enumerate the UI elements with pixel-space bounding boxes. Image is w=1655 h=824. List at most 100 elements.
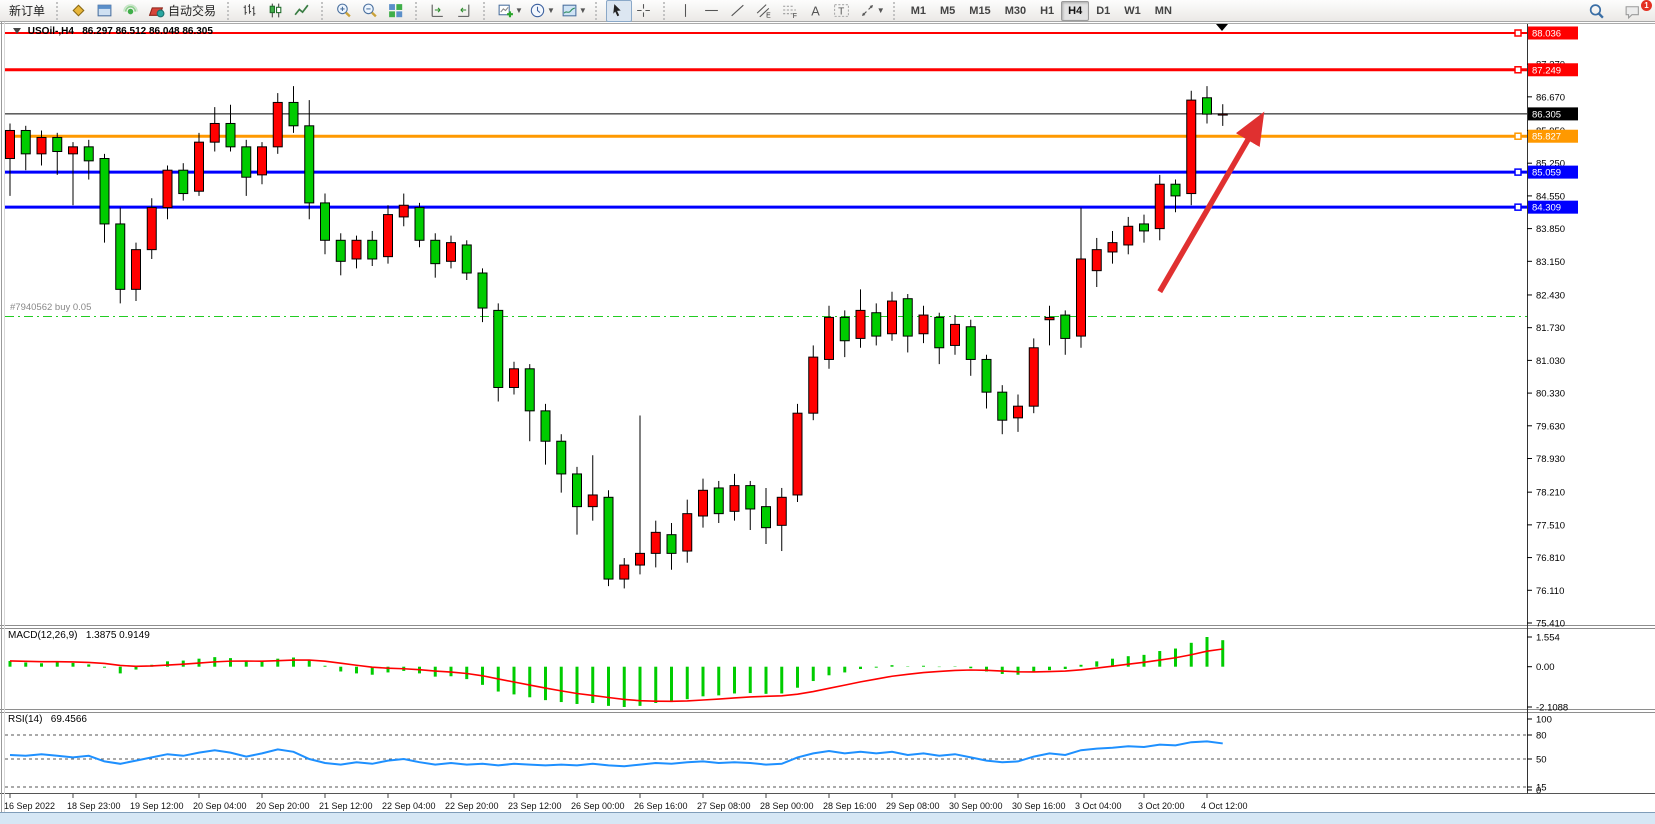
notifications-button[interactable]: 1 xyxy=(1621,0,1652,22)
navigator-button[interactable] xyxy=(119,0,145,22)
price-badge xyxy=(1528,63,1578,77)
toolbar-separator xyxy=(415,1,422,20)
channel-button[interactable]: E xyxy=(752,0,778,22)
chevron-down-icon[interactable]: ▼ xyxy=(546,6,555,15)
svg-text:E: E xyxy=(766,12,771,19)
svg-text:76.110: 76.110 xyxy=(1536,586,1564,597)
timeframe-w1-button[interactable]: W1 xyxy=(1124,4,1141,17)
svg-text:26 Sep 00:00: 26 Sep 00:00 xyxy=(571,801,625,811)
bar-chart-button[interactable] xyxy=(238,0,264,22)
text-button[interactable]: A xyxy=(804,0,830,22)
chart-canvas[interactable]: 87.37086.67085.95085.25084.55083.85083.1… xyxy=(0,22,1655,813)
line-anchor-handle[interactable] xyxy=(1514,168,1522,176)
chart-autoscroll-button[interactable] xyxy=(452,0,478,22)
time-axis[interactable]: 16 Sep 2022 18 Sep 23:00 19 Sep 12:00 20 Se… xyxy=(4,793,1248,812)
data-window-button[interactable] xyxy=(93,0,119,22)
shapes-button[interactable]: ▼ xyxy=(856,0,888,22)
new-order-button[interactable]: 新订单 xyxy=(9,4,46,18)
fibonacci-button[interactable]: F xyxy=(778,0,804,22)
line-chart-icon xyxy=(294,4,309,16)
svg-text:30 Sep 16:00: 30 Sep 16:00 xyxy=(1012,801,1066,811)
search-icon xyxy=(1589,3,1604,18)
svg-text:50: 50 xyxy=(1536,755,1547,766)
svg-text:3 Oct 20:00: 3 Oct 20:00 xyxy=(1138,801,1185,811)
tile-windows-icon xyxy=(389,4,403,18)
macd-signal-line xyxy=(9,648,1223,703)
chevron-down-icon[interactable]: ▼ xyxy=(578,6,587,15)
tile-windows-button[interactable] xyxy=(384,0,410,22)
svg-text:84.309: 84.309 xyxy=(1532,203,1561,214)
svg-text:86.305: 86.305 xyxy=(1532,109,1561,120)
timeframe-m1-button[interactable]: M1 xyxy=(910,4,926,17)
price-axis[interactable]: 87.37086.67085.95085.25084.55083.85083.1… xyxy=(1527,26,1578,797)
horizontal-level-lines[interactable] xyxy=(5,32,1527,317)
svg-text:19 Sep 12:00: 19 Sep 12:00 xyxy=(130,801,184,811)
svg-text:77.510: 77.510 xyxy=(1536,520,1565,531)
timeframe-h4-button[interactable]: H4 xyxy=(1061,0,1090,21)
period-button[interactable]: ▼ xyxy=(526,0,558,22)
timeframe-d1-button[interactable]: D1 xyxy=(1096,4,1111,17)
market-watch-button[interactable] xyxy=(67,0,93,22)
line-anchor-handle[interactable] xyxy=(1514,66,1522,74)
svg-text:88.036: 88.036 xyxy=(1532,29,1561,40)
zoom-in-button[interactable] xyxy=(332,0,358,22)
text-icon: A xyxy=(811,3,820,18)
chevron-down-icon[interactable]: ▼ xyxy=(876,6,885,15)
timeframe-m30-button[interactable]: M30 xyxy=(1004,4,1027,17)
timeframe-m15-button[interactable]: M15 xyxy=(969,4,991,17)
vertical-line-button[interactable] xyxy=(674,0,700,22)
horizontal-line-button[interactable] xyxy=(700,0,726,22)
label-button[interactable]: T xyxy=(830,0,856,22)
candlestick-chart-button[interactable] xyxy=(264,0,290,22)
toolbar-separator xyxy=(892,1,900,20)
chevron-down-icon[interactable]: ▼ xyxy=(515,6,523,15)
trendline-button[interactable] xyxy=(726,0,752,22)
svg-text:85.250: 85.250 xyxy=(1536,159,1565,170)
gold-diamond-icon xyxy=(72,4,85,17)
templates-button[interactable]: ▼ xyxy=(558,0,590,22)
line-anchor-handle[interactable] xyxy=(1514,29,1522,37)
svg-text:3 Oct 04:00: 3 Oct 04:00 xyxy=(1075,801,1122,811)
svg-text:85.827: 85.827 xyxy=(1532,132,1561,143)
label-icon: T xyxy=(833,4,849,18)
timeframe-h1-button[interactable]: H1 xyxy=(1040,4,1055,17)
notification-badge: 1 xyxy=(1641,0,1652,11)
svg-text:20 Sep 20:00: 20 Sep 20:00 xyxy=(256,801,310,811)
new-chart-button[interactable]: ▼ xyxy=(494,0,526,22)
trend-arrow[interactable] xyxy=(1157,111,1265,294)
bar-chart-icon xyxy=(243,4,256,16)
svg-text:84.550: 84.550 xyxy=(1536,191,1565,202)
vertical-line-icon xyxy=(684,4,686,17)
svg-text:27 Sep 08:00: 27 Sep 08:00 xyxy=(697,801,751,811)
auto-trading-button[interactable]: 自动交易 xyxy=(145,0,222,22)
search-button[interactable] xyxy=(1585,0,1611,22)
horizontal-line-icon xyxy=(704,9,718,12)
zoom-out-button[interactable] xyxy=(358,0,384,22)
time-drop-marker xyxy=(1216,24,1228,31)
svg-text:76.810: 76.810 xyxy=(1536,553,1565,564)
timeframe-m5-button[interactable]: M5 xyxy=(940,4,956,17)
cursor-button[interactable] xyxy=(605,0,632,22)
svg-text:F: F xyxy=(792,13,796,19)
line-anchor-handle[interactable] xyxy=(1514,203,1522,211)
zoom-in-icon xyxy=(337,3,351,18)
svg-text:1.554: 1.554 xyxy=(1536,633,1560,644)
price-badge xyxy=(1528,107,1578,121)
line-chart-button[interactable] xyxy=(290,0,316,22)
svg-text:80: 80 xyxy=(1536,731,1547,742)
toolbar-separator xyxy=(56,1,63,20)
svg-text:81.030: 81.030 xyxy=(1536,356,1565,367)
svg-text:83.850: 83.850 xyxy=(1536,224,1565,235)
chart-shift-icon xyxy=(431,4,443,17)
svg-text:20 Sep 04:00: 20 Sep 04:00 xyxy=(193,801,247,811)
chart-shift-button[interactable] xyxy=(426,0,452,22)
blue-window-icon xyxy=(97,4,112,17)
crosshair-button[interactable] xyxy=(632,0,658,22)
timeframe-mn-button[interactable]: MN xyxy=(1154,4,1172,17)
line-anchor-handle[interactable] xyxy=(1514,132,1522,140)
fibonacci-icon: F xyxy=(782,5,797,19)
svg-text:23 Sep 12:00: 23 Sep 12:00 xyxy=(508,801,562,811)
zoom-out-icon xyxy=(363,3,377,18)
candlestick-icon xyxy=(269,3,282,18)
chart-autoscroll-icon xyxy=(458,4,470,17)
